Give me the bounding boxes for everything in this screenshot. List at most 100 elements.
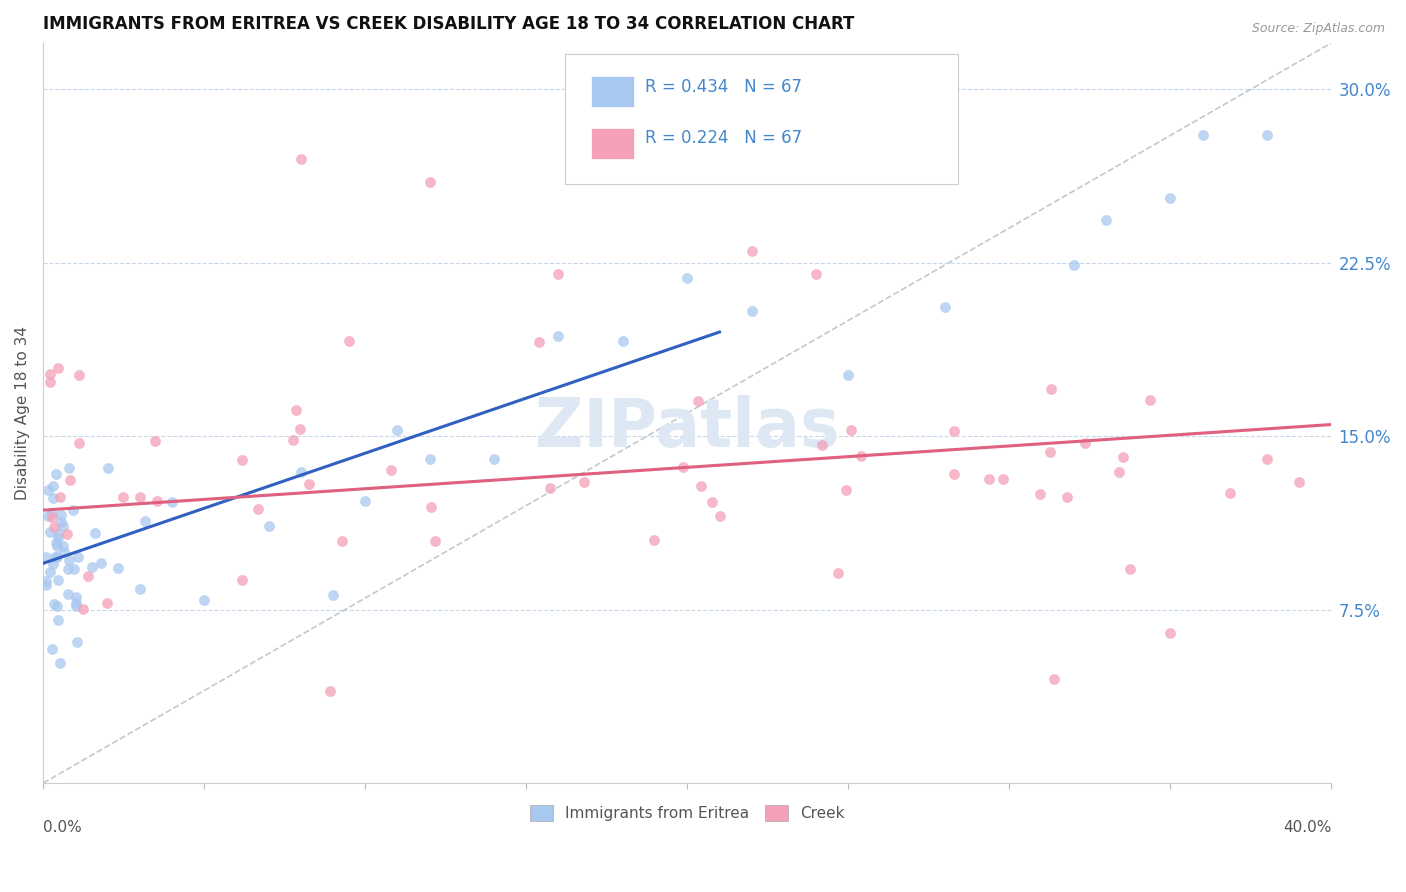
Legend: Immigrants from Eritrea, Creek: Immigrants from Eritrea, Creek [524,799,851,827]
Point [290,152,312,166]
Point [231,452,253,467]
Point [1108,465,1130,479]
Point [134,514,156,528]
Point [52,545,75,559]
Point [1056,490,1078,504]
Point [1040,382,1063,396]
Point [1029,487,1052,501]
Point [49,656,72,670]
Point [1042,672,1064,686]
Point [671,460,693,475]
Point [97,461,120,475]
Point [46,574,69,588]
Point [107,560,129,574]
Point [42,557,65,571]
Point [572,475,595,489]
Point [37,483,59,497]
Point [943,424,966,438]
Point [741,244,763,258]
Point [65,590,87,604]
Point [1159,625,1181,640]
Point [46,599,69,614]
Point [837,368,859,383]
Point [1256,128,1278,143]
Point [1112,450,1135,464]
Point [387,423,409,437]
Point [423,533,446,548]
Point [1073,436,1095,450]
Point [527,334,550,349]
Point [257,519,280,533]
Point [44,520,66,534]
Point [58,562,80,576]
Point [41,641,63,656]
Point [38,565,60,579]
Point [37,508,59,523]
Point [46,549,69,564]
Point [72,601,94,615]
Point [128,582,150,596]
Point [1039,444,1062,458]
Point [1063,259,1085,273]
Point [58,461,80,475]
Point [41,509,63,524]
Point [319,683,342,698]
Point [643,533,665,547]
Point [46,527,69,541]
Text: IMMIGRANTS FROM ERITREA VS CREEK DISABILITY AGE 18 TO 34 CORRELATION CHART: IMMIGRANTS FROM ERITREA VS CREEK DISABIL… [44,15,855,33]
Point [84,525,107,540]
FancyBboxPatch shape [591,128,634,159]
Point [934,301,956,315]
Point [38,376,60,390]
Point [63,562,86,576]
Point [67,435,90,450]
FancyBboxPatch shape [591,76,634,107]
Point [337,334,360,348]
Point [49,515,72,529]
Text: R = 0.224   N = 67: R = 0.224 N = 67 [645,129,801,147]
Point [702,494,724,508]
Point [45,536,67,550]
Point [942,467,965,482]
Point [66,549,89,564]
Point [35,549,58,564]
Point [1256,452,1278,467]
Point [65,596,87,610]
Point [288,422,311,436]
Point [322,588,344,602]
Point [58,553,80,567]
Point [283,433,305,447]
Point [977,471,1000,485]
Point [1159,192,1181,206]
Point [231,573,253,587]
Point [46,539,69,553]
Point [90,556,112,570]
Point [193,592,215,607]
Point [56,587,79,601]
Point [741,303,763,318]
Y-axis label: Disability Age 18 to 34: Disability Age 18 to 34 [15,326,30,500]
Point [46,531,69,545]
Point [676,270,699,285]
Point [482,452,505,467]
Point [354,494,377,508]
Point [42,491,65,505]
Point [827,566,849,581]
Point [538,481,561,495]
Point [420,500,443,514]
Point [111,491,134,505]
Point [1119,561,1142,575]
Point [285,403,308,417]
Point [709,508,731,523]
Point [1219,485,1241,500]
Point [160,495,183,509]
Text: 0.0%: 0.0% [44,820,82,835]
Point [67,368,90,383]
Point [76,568,98,582]
Point [44,550,66,565]
Point [804,267,827,281]
Point [146,493,169,508]
Point [52,539,75,553]
Point [52,518,75,533]
Point [38,525,60,540]
